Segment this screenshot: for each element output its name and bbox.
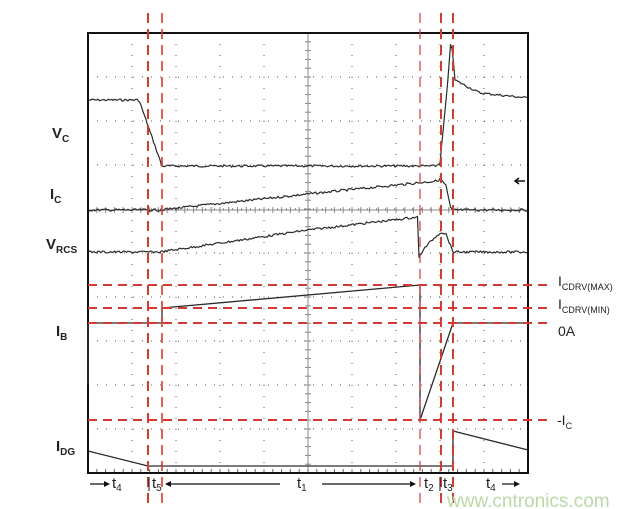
label-ic: IC	[50, 186, 61, 206]
arrowhead-t4-left	[104, 481, 110, 487]
label-vrcs: VRCS	[46, 236, 77, 256]
label-t4-left: t4	[112, 475, 122, 494]
arrowhead-t1-right	[410, 481, 416, 487]
timing-markers	[88, 13, 553, 503]
label-t5: t5	[152, 475, 162, 494]
label-t4-right: t4	[486, 475, 496, 494]
interval-annotations: t4 t5 t1 t2 t3 t4	[90, 475, 520, 494]
label-ib: IB	[56, 323, 67, 343]
label-idg: IDG	[56, 438, 75, 458]
label-t1: t1	[297, 475, 307, 494]
label-zero: 0A	[558, 323, 576, 339]
label-vc: VC	[52, 125, 69, 145]
label-t3: t3	[443, 475, 453, 494]
label-neg-ic: -IC	[557, 412, 573, 431]
watermark: www.cntronics.com	[446, 491, 610, 509]
arrowhead-t4-right	[514, 481, 520, 487]
trace-vrcs	[88, 215, 528, 258]
label-icdrv-min: ICDRV(MIN)	[558, 296, 610, 315]
scope-frame	[87, 32, 529, 474]
left-arrow-icon	[513, 177, 525, 185]
label-icdrv-max: ICDRV(MAX)	[558, 273, 613, 292]
arrowhead-t1-left	[165, 481, 171, 487]
label-t2: t2	[424, 475, 434, 494]
